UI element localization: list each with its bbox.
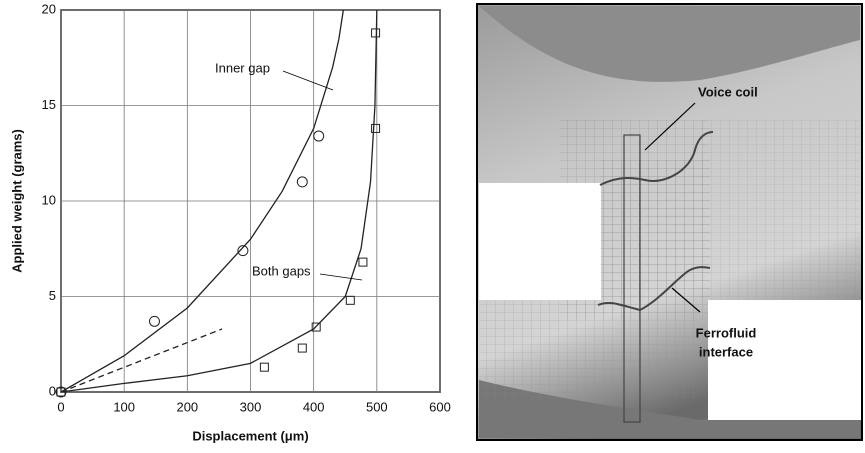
leader xyxy=(671,287,701,313)
y-tick-label: 15 xyxy=(42,97,56,112)
x-tick-label: 500 xyxy=(366,399,388,414)
x-tick-label: 0 xyxy=(57,399,64,414)
point xyxy=(311,322,321,332)
point xyxy=(371,123,381,133)
magnet xyxy=(708,300,861,420)
point xyxy=(371,28,381,38)
mesh xyxy=(700,120,860,300)
field-band xyxy=(479,380,860,438)
point xyxy=(148,315,160,327)
y-tick-label: 20 xyxy=(42,1,56,16)
y-tick-label: 5 xyxy=(49,288,56,303)
leader xyxy=(319,273,363,281)
curve xyxy=(60,9,344,393)
point xyxy=(358,257,368,267)
fem-image: Voice coil Ferrofluid interface xyxy=(476,3,863,441)
x-tick-label: 300 xyxy=(240,399,262,414)
mesh xyxy=(479,300,699,400)
y-axis-label: Applied weight (grams) xyxy=(9,129,24,273)
x-tick-label: 100 xyxy=(113,399,135,414)
point xyxy=(313,130,325,142)
point xyxy=(296,176,308,188)
field-band xyxy=(479,6,860,82)
ferrofluid-interface xyxy=(597,266,711,312)
curve xyxy=(60,9,378,393)
x-tick-label: 400 xyxy=(303,399,325,414)
pole-piece xyxy=(479,183,601,300)
voice-coil xyxy=(623,134,641,423)
curve-label: Both gaps xyxy=(252,263,311,278)
image-label: Voice coil xyxy=(698,84,758,99)
x-tick-label: 600 xyxy=(429,399,451,414)
point xyxy=(297,343,307,353)
ferrofluid-interface xyxy=(599,131,714,186)
point xyxy=(55,386,67,398)
point xyxy=(345,295,355,305)
leader xyxy=(644,102,696,151)
image-label: Ferrofluid xyxy=(696,325,757,340)
y-tick-label: 0 xyxy=(49,383,56,398)
point xyxy=(259,362,269,372)
curve xyxy=(60,328,223,393)
curve-label: Inner gap xyxy=(215,60,270,75)
point xyxy=(237,245,249,257)
mesh xyxy=(600,160,710,300)
image-label: interface xyxy=(699,344,753,359)
x-tick-label: 200 xyxy=(176,399,198,414)
y-tick-label: 10 xyxy=(42,192,56,207)
x-axis-label: Displacement (μm) xyxy=(192,428,308,443)
leader xyxy=(282,70,334,91)
